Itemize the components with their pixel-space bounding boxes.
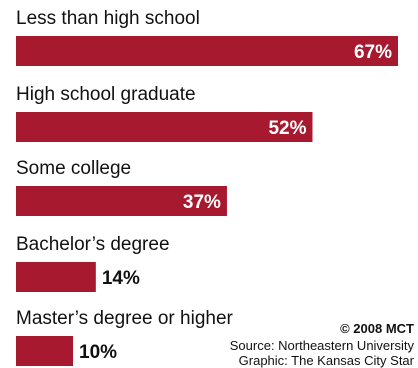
category-label: Master’s degree or higher — [16, 308, 234, 329]
graphic-credit: Graphic: The Kansas City Star — [238, 353, 414, 368]
value-label: 67% — [354, 42, 392, 63]
value-label: 14% — [102, 268, 140, 289]
bar — [16, 36, 398, 66]
source-note: Source: Northeastern University — [229, 338, 414, 353]
category-label: High school graduate — [16, 84, 196, 105]
category-label: Bachelor’s degree — [16, 234, 170, 255]
category-label: Less than high school — [16, 8, 200, 29]
bar — [16, 112, 313, 142]
category-label: Some college — [16, 158, 131, 179]
bar — [16, 336, 74, 366]
bar — [16, 186, 227, 216]
bar — [16, 262, 96, 292]
value-label: 52% — [268, 118, 306, 139]
value-label: 10% — [79, 342, 117, 363]
value-label: 37% — [183, 192, 221, 213]
copyright-note: © 2008 MCT — [340, 321, 414, 336]
